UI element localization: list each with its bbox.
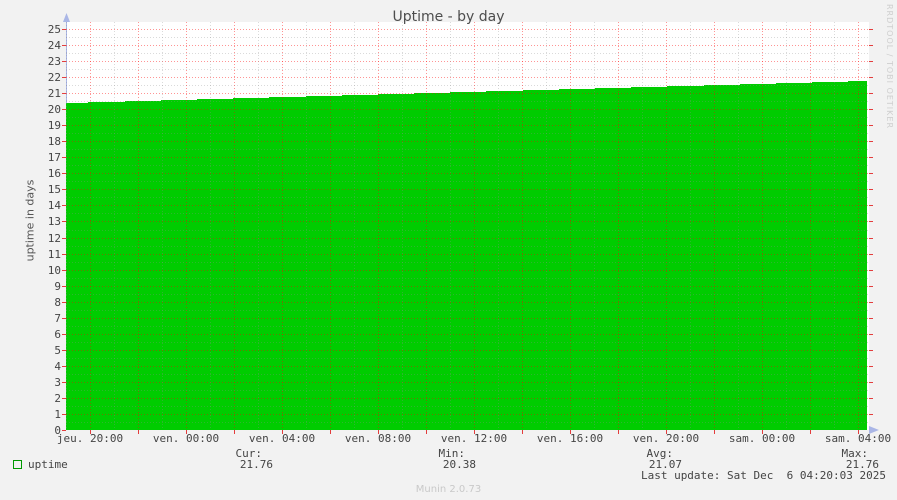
y-tick-label: 6: [54, 328, 61, 341]
x-tick-label: ven. 08:00: [345, 432, 411, 445]
y-tick-label: 15: [48, 183, 61, 196]
legend-header-max: Max:: [841, 447, 869, 460]
y-tick-label: 9: [54, 280, 61, 293]
y-tick-label: 24: [48, 39, 62, 52]
y-tick-label: 14: [48, 199, 62, 212]
y-tick-label: 17: [48, 151, 61, 164]
x-tick-label: ven. 12:00: [441, 432, 507, 445]
y-tick-label: 1: [54, 408, 61, 421]
y-tick-label: 18: [48, 135, 61, 148]
rrdtool-watermark: RRDTOOL / TOBI OETIKER: [885, 4, 894, 130]
x-tick-label: sam. 00:00: [729, 432, 795, 445]
legend-swatch: [13, 460, 22, 469]
y-tick-label: 16: [48, 167, 61, 180]
y-tick-label: 7: [54, 312, 61, 325]
y-tick-label: 10: [48, 264, 61, 277]
uptime-area-series: [66, 81, 867, 430]
y-tick-label: 8: [54, 296, 61, 309]
legend-header-min: Min:: [438, 447, 466, 460]
y-tick-label: 12: [48, 232, 61, 245]
legend-value-max: 21.76: [845, 458, 879, 471]
y-tick-label: 20: [48, 103, 61, 116]
y-tick-label: 4: [54, 360, 61, 373]
y-axis-label: uptime in days: [23, 179, 37, 262]
x-tick-label: ven. 16:00: [537, 432, 603, 445]
grid-lines: [66, 22, 869, 430]
legend-value-min: 20.38: [442, 458, 476, 471]
y-tick-label: 21: [48, 87, 61, 100]
y-tick-label: 25: [48, 23, 61, 36]
x-tick-label: ven. 20:00: [633, 432, 699, 445]
x-axis-arrow-icon: [869, 426, 879, 434]
x-tick-label: ven. 00:00: [153, 432, 219, 445]
y-tick-label: 3: [54, 376, 61, 389]
x-tick-label: jeu. 20:00: [57, 432, 123, 445]
legend-header-cur: Cur:: [235, 447, 263, 460]
y-tick-label: 0: [54, 424, 61, 437]
legend-value-cur: 21.76: [239, 458, 273, 471]
chart-title: Uptime - by day: [392, 9, 505, 25]
legend-value-avg: 21.07: [648, 458, 682, 471]
y-tick-label: 19: [48, 119, 61, 132]
last-update-text: Last update: Sat Dec 6 04:20:03 2025: [640, 469, 886, 482]
legend-series-label: uptime: [28, 458, 68, 471]
munin-version: Munin 2.0.73: [415, 484, 482, 495]
y-tick-label: 5: [54, 344, 61, 357]
y-tick-label: 23: [48, 55, 61, 68]
y-tick-label: 13: [48, 215, 61, 228]
y-tick-label: 2: [54, 392, 61, 405]
x-tick-label: ven. 04:00: [249, 432, 315, 445]
y-tick-label: 22: [48, 71, 61, 84]
y-tick-label: 11: [48, 248, 61, 261]
x-tick-label: sam. 04:00: [825, 432, 891, 445]
y-axis-arrow-icon: [63, 13, 70, 22]
legend-header-avg: Avg:: [646, 447, 674, 460]
